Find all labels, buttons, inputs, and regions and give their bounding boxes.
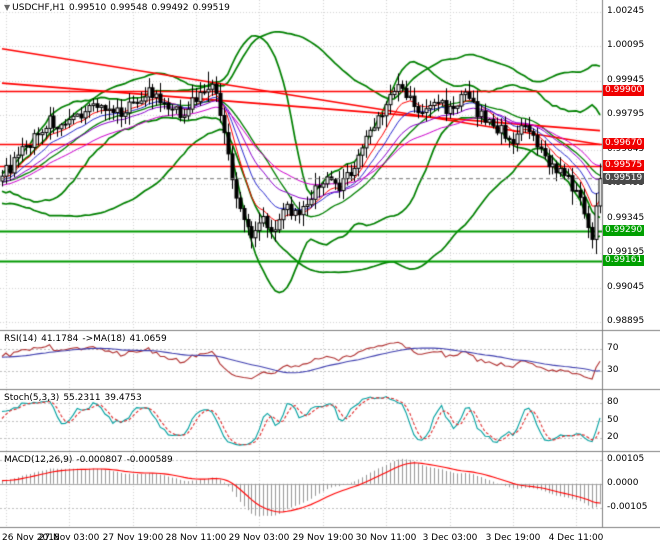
price-axis[interactable]: 1.002451.000950.999450.997950.996450.994… [602,0,660,528]
macd-signal-value: -0.000589 [126,455,173,465]
time-axis-label: 3 Dec 03:00 [422,533,478,543]
support-price-badge: 0.99161 [603,255,645,266]
rsi-value: 41.1784 [41,334,79,344]
resistance-price-badge: 0.99575 [603,160,645,171]
price-axis-label: 1.00245 [607,6,645,16]
stoch-indicator-label: Stoch(5,3,3) 55.2311 39.4753 [4,393,146,403]
price-axis-label: 0.98895 [607,316,645,326]
time-axis-label: 28 Nov 11:00 [165,533,227,543]
ohlc-low: 0.99492 [151,3,189,13]
macd-indicator-label: MACD(12,26,9) -0.000807 -0.000589 [4,455,177,465]
stoch-level-label: 20 [607,432,619,442]
stoch-value: 55.2311 [63,393,101,403]
resistance-price-badge: 0.99670 [603,138,645,149]
time-axis-label: 30 Nov 11:00 [355,533,417,543]
symbol-timeframe-label: USDCHF,H1 [12,3,65,13]
stoch-signal-value: 39.4753 [104,393,142,403]
price-axis-label: 0.99195 [607,247,645,257]
macd-level-label: -0.00105 [607,502,648,512]
time-axis-label: 29 Nov 19:00 [292,533,354,543]
ohlc-high: 0.99548 [110,3,148,13]
rsi-ma-value: 41.0659 [129,334,167,344]
time-axis-label: 27 Nov 03:00 [38,533,100,543]
price-axis-label: 0.99645 [607,144,645,154]
price-axis-label: 1.00095 [607,40,645,50]
macd-level-label: 0.0000 [607,478,639,488]
macd-value: -0.000807 [76,455,123,465]
resistance-price-badge: 0.99900 [603,85,645,96]
rsi-level-label: 70 [607,343,619,353]
time-axis-label: 29 Nov 03:00 [228,533,290,543]
stoch-level-label: 80 [607,397,619,407]
price-axis-label: 0.99945 [607,75,645,85]
rsi-name: RSI(14) [4,334,38,344]
price-axis-label: 0.99045 [607,282,645,292]
price-axis-label: 0.99345 [607,213,645,223]
chart-title: ▼ USDCHF,H1 0.99510 0.99548 0.99492 0.99519 [4,3,234,13]
ohlc-open: 0.99510 [68,3,107,13]
chart-marker-icon: ▼ [4,3,11,12]
rsi-ma-name: ->MA(18) [82,334,126,344]
time-axis-label: 26 Nov 2018 [2,533,60,543]
current-price-badge: 0.99519 [603,173,645,184]
time-axis[interactable]: 26 Nov 2018 27 Nov 03:00 27 Nov 19:00 28 No… [0,528,660,550]
rsi-indicator-label: RSI(14) 41.1784 ->MA(18) 41.0659 [4,334,171,344]
stoch-level-label: 50 [607,415,619,425]
ohlc-close: 0.99519 [192,3,230,13]
time-axis-label: 27 Nov 19:00 [102,533,164,543]
price-axis-label: 0.99795 [607,109,645,119]
support-price-badge: 0.99290 [603,225,645,236]
time-axis-label: 4 Dec 11:00 [548,533,604,543]
time-axis-label: 3 Dec 19:00 [485,533,541,543]
rsi-level-label: 30 [607,365,619,375]
macd-level-label: 0.00105 [607,454,645,464]
macd-name: MACD(12,26,9) [4,455,73,465]
stoch-name: Stoch(5,3,3) [4,393,60,403]
